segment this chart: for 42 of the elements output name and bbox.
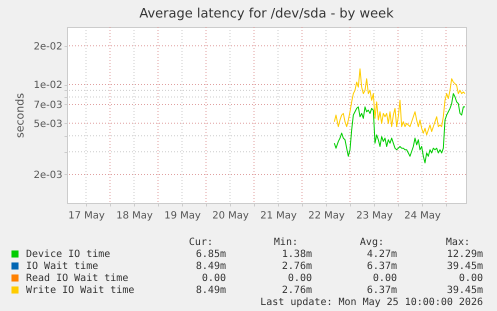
x-tick-label: 22 May — [308, 210, 345, 222]
y-tick-label: 5e-03 — [34, 118, 62, 130]
text: 39.45m — [446, 285, 483, 296]
y-tick-label: 7e-03 — [34, 100, 62, 111]
text: 0.00 — [372, 273, 397, 284]
text: 6.37m — [366, 285, 397, 296]
chart-title: Average latency for /dev/sda - by week — [139, 6, 394, 22]
text: 1.38m — [282, 249, 312, 260]
x-tick-label: 17 May — [68, 210, 105, 222]
y-axis-title: seconds — [14, 92, 27, 138]
x-tick-label: 18 May — [116, 210, 153, 222]
x-tick-label: 19 May — [164, 210, 201, 222]
legend-label: IO Wait time — [26, 261, 98, 272]
text: Avg: — [360, 237, 384, 248]
legend-label: Read IO Wait time — [26, 273, 128, 284]
x-tick-label: 23 May — [356, 210, 393, 222]
text: 8.49m — [196, 261, 226, 272]
x-tick-label: 21 May — [260, 210, 297, 222]
text: 39.45m — [446, 261, 483, 272]
line-series — [334, 68, 466, 136]
legend-label: Device IO time — [26, 249, 110, 260]
text: 6.37m — [366, 261, 397, 272]
text: 2.76m — [282, 285, 312, 296]
text: 0.00 — [458, 273, 483, 284]
legend-label: Write IO Wait time — [26, 285, 134, 296]
text: 4.27m — [366, 249, 397, 260]
y-tick-label: 1e-02 — [34, 80, 62, 92]
x-tick-label: 24 May — [404, 210, 441, 222]
text: 2.76m — [282, 261, 312, 272]
text: Last update: Mon May 25 10:00:00 2026 — [260, 297, 483, 308]
text: Cur: — [188, 237, 213, 248]
text: Min: — [274, 237, 298, 248]
text: 8.49m — [196, 285, 226, 296]
text: 0.00 — [288, 273, 312, 284]
x-tick-label: 20 May — [212, 210, 249, 222]
text: 6.85m — [196, 249, 226, 260]
y-tick-label: 2e-02 — [34, 41, 62, 52]
text: 12.29m — [446, 249, 483, 260]
text: 0.00 — [202, 273, 226, 284]
text: Max: — [446, 237, 470, 248]
line-series — [334, 93, 466, 164]
y-tick-label: 2e-03 — [34, 170, 62, 181]
